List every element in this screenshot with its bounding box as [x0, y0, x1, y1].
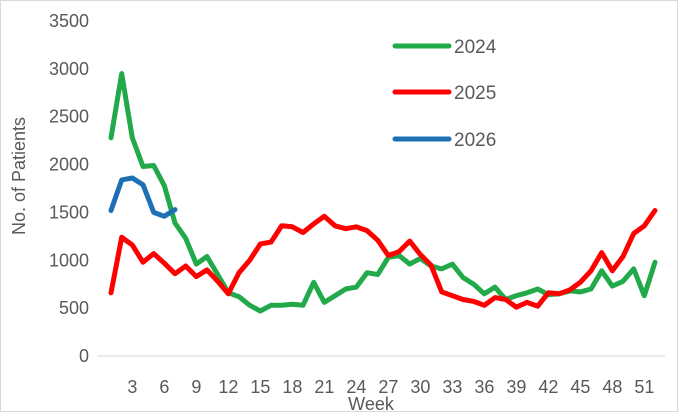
- y-tick-label: 3500: [49, 11, 89, 31]
- x-tick-label: 36: [474, 377, 494, 397]
- y-tick-label: 0: [79, 346, 89, 366]
- x-tick-label: 12: [218, 377, 238, 397]
- legend-label-2026: 2026: [454, 130, 496, 151]
- x-tick-label: 3: [127, 377, 137, 397]
- x-tick-label: 42: [538, 377, 558, 397]
- legend-label-2025: 2025: [454, 83, 496, 104]
- x-tick-label: 6: [159, 377, 169, 397]
- y-tick-label: 500: [59, 298, 89, 318]
- series-lines: [111, 74, 655, 312]
- x-tick-label: 51: [634, 377, 654, 397]
- y-tick-label: 2000: [49, 155, 89, 175]
- x-tick-label: 9: [191, 377, 201, 397]
- y-tick-label: 3000: [49, 59, 89, 79]
- y-tick-label: 1000: [49, 250, 89, 270]
- y-axis-title: No. of Patients: [9, 117, 29, 235]
- x-tick-label: 18: [282, 377, 302, 397]
- y-axis-ticks: 0 500 1000 1500 2000 2500 3000 3500: [49, 11, 89, 366]
- x-tick-label: 15: [250, 377, 270, 397]
- x-tick-label: 45: [570, 377, 590, 397]
- x-tick-label: 21: [314, 377, 334, 397]
- legend-label-2024: 2024: [454, 37, 497, 58]
- x-tick-label: 39: [506, 377, 526, 397]
- legend: 2024 2025 2026: [395, 37, 497, 151]
- y-tick-label: 1500: [49, 202, 89, 222]
- x-tick-label: 33: [442, 377, 462, 397]
- x-tick-label: 48: [602, 377, 622, 397]
- x-tick-label: 30: [410, 377, 430, 397]
- x-axis-title: Week: [348, 394, 395, 411]
- y-tick-label: 2500: [49, 107, 89, 127]
